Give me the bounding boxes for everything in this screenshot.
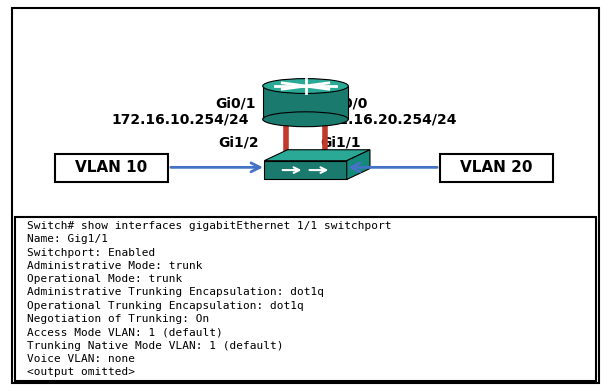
Text: Access Mode VLAN: 1 (default): Access Mode VLAN: 1 (default) (27, 327, 223, 337)
Ellipse shape (263, 112, 348, 127)
Text: Negotiation of Trunking: On: Negotiation of Trunking: On (27, 314, 210, 324)
Text: VLAN 10: VLAN 10 (75, 160, 148, 175)
Polygon shape (264, 150, 370, 161)
Text: Switchport: Enabled: Switchport: Enabled (27, 248, 156, 258)
Text: Operational Mode: trunk: Operational Mode: trunk (27, 274, 183, 284)
Text: Administrative Trunking Encapsulation: dot1q: Administrative Trunking Encapsulation: d… (27, 287, 324, 298)
Text: Administrative Mode: trunk: Administrative Mode: trunk (27, 261, 203, 271)
Text: Name: Gig1/1: Name: Gig1/1 (27, 234, 109, 244)
Ellipse shape (263, 79, 348, 93)
FancyBboxPatch shape (264, 161, 347, 179)
Text: Gi1/2: Gi1/2 (218, 136, 258, 150)
Text: Gi0/0: Gi0/0 (327, 97, 367, 111)
Text: Trunking Native Mode VLAN: 1 (default): Trunking Native Mode VLAN: 1 (default) (27, 341, 284, 351)
FancyBboxPatch shape (12, 8, 599, 383)
Polygon shape (347, 150, 370, 179)
Text: Gi1/1: Gi1/1 (321, 136, 361, 150)
FancyBboxPatch shape (55, 154, 168, 182)
Text: 172.16.20.254/24: 172.16.20.254/24 (319, 112, 457, 126)
Text: Gi0/1: Gi0/1 (215, 97, 255, 111)
Text: Switch# show interfaces gigabitEthernet 1/1 switchport: Switch# show interfaces gigabitEthernet … (27, 221, 392, 231)
Text: Voice VLAN: none: Voice VLAN: none (27, 354, 136, 364)
Text: <output omitted>: <output omitted> (27, 367, 136, 377)
Text: VLAN 20: VLAN 20 (460, 160, 533, 175)
FancyBboxPatch shape (440, 154, 553, 182)
Text: 172.16.10.254/24: 172.16.10.254/24 (111, 112, 249, 126)
Text: Operational Trunking Encapsulation: dot1q: Operational Trunking Encapsulation: dot1… (27, 301, 304, 311)
FancyBboxPatch shape (15, 217, 596, 381)
FancyBboxPatch shape (263, 86, 348, 119)
